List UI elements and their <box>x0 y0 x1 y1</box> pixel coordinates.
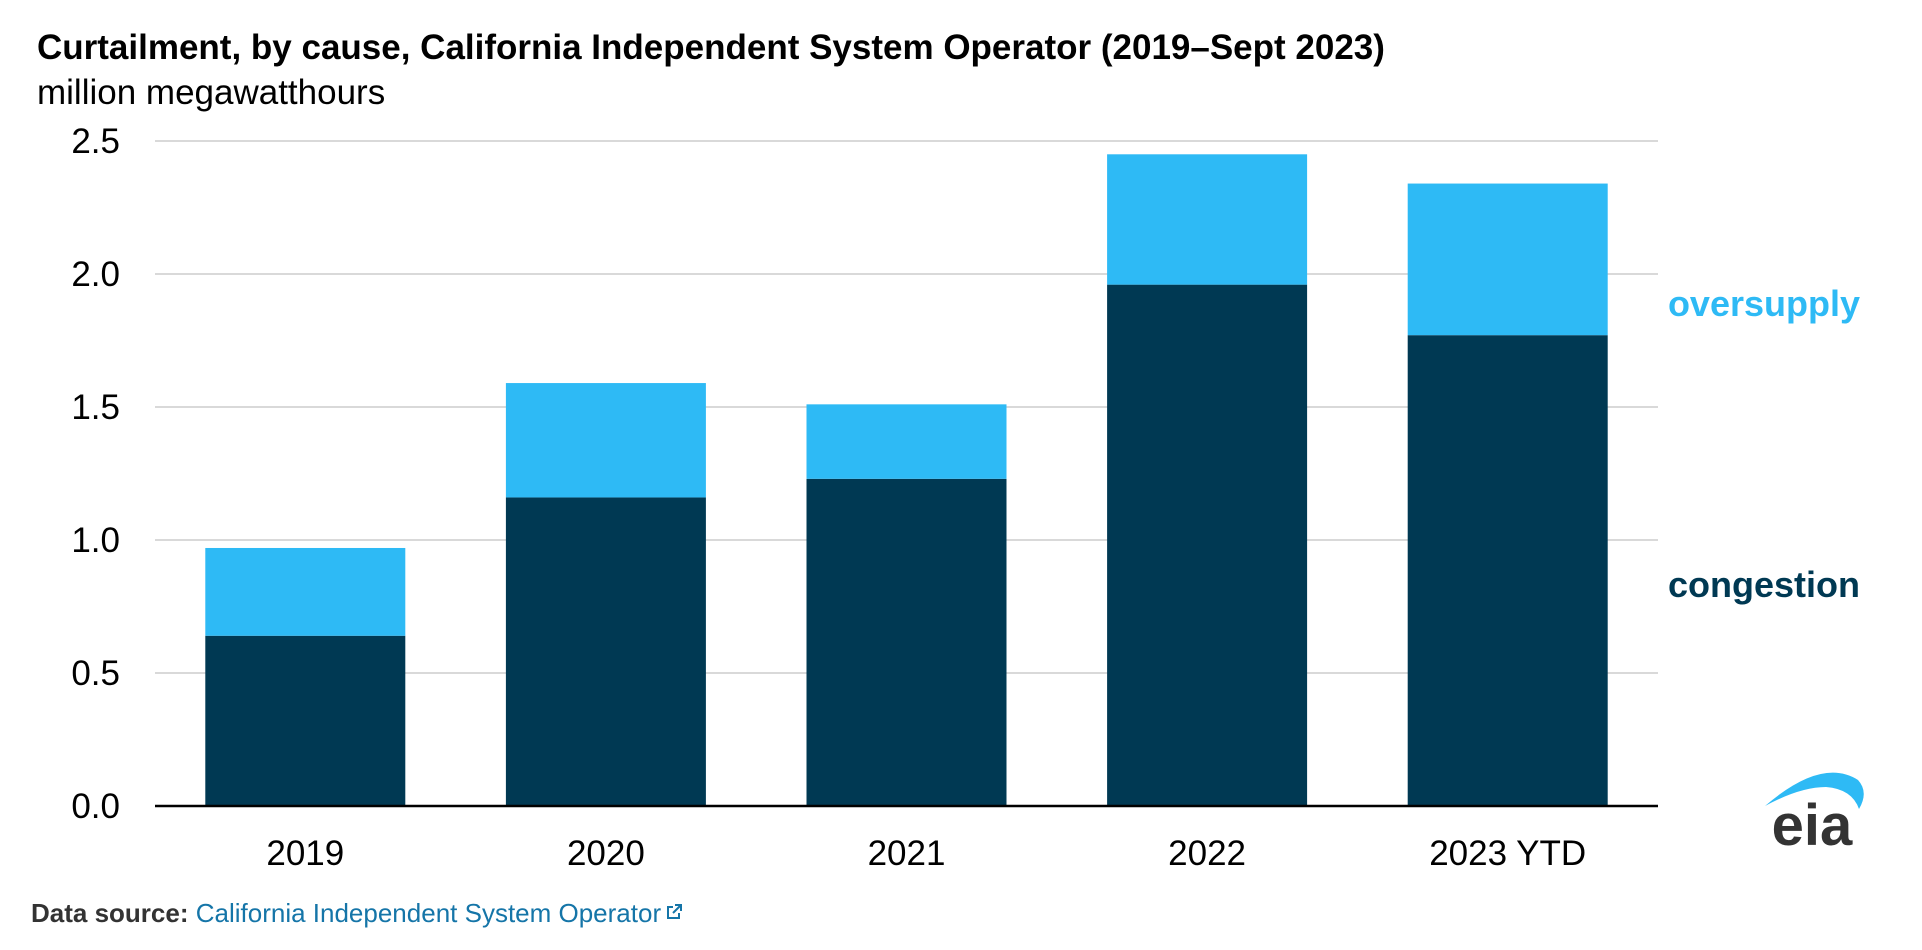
y-tick-label: 0.0 <box>71 787 120 826</box>
x-tick-label: 2019 <box>266 834 344 873</box>
x-tick-label: 2020 <box>567 834 645 873</box>
bar-oversupply <box>1107 154 1308 285</box>
y-tick-label: 1.5 <box>71 388 120 427</box>
legend: congestion oversupply <box>1668 283 1860 605</box>
bar-oversupply <box>205 547 406 636</box>
bar-oversupply <box>1407 183 1608 336</box>
chart-subtitle: million megawatthours <box>37 73 386 112</box>
eia-logo-swoosh <box>1765 772 1864 809</box>
x-tick-label: 2021 <box>868 834 946 873</box>
y-tick-label: 1.0 <box>71 521 120 560</box>
y-tick-label: 2.5 <box>71 122 120 161</box>
x-tick-label: 2022 <box>1168 834 1246 873</box>
data-source-link[interactable]: California Independent System Operator <box>195 898 662 928</box>
eia-logo: eia <box>1765 772 1864 858</box>
y-axis-tick-labels: 0.0 0.5 1.0 1.5 2.0 2.5 <box>71 122 120 826</box>
legend-label-oversupply: oversupply <box>1668 283 1860 324</box>
data-source: Data source: California Independent Syst… <box>31 898 683 929</box>
bar-oversupply <box>505 383 706 498</box>
y-tick-label: 0.5 <box>71 654 120 693</box>
bar-congestion <box>1107 284 1308 806</box>
y-tick-label: 2.0 <box>71 255 120 294</box>
chart-title: Curtailment, by cause, California Indepe… <box>37 28 1385 67</box>
bar-congestion <box>1407 335 1608 806</box>
stacked-bar-chart: 0.0 0.5 1.0 1.5 2.0 2.5 2019 2020 2021 2022 2023 … <box>71 122 1864 873</box>
x-axis-tick-labels: 2019 2020 2021 2022 2023 YTD <box>266 834 1586 873</box>
bar-congestion <box>205 635 406 806</box>
data-source-label: Data source: <box>31 898 189 928</box>
bar-oversupply <box>806 404 1007 479</box>
eia-logo-text: eia <box>1772 793 1853 858</box>
legend-label-congestion: congestion <box>1668 564 1860 605</box>
bar-group <box>205 154 1608 806</box>
bar-congestion <box>806 478 1007 806</box>
external-link-icon[interactable] <box>665 903 683 921</box>
x-tick-label: 2023 YTD <box>1429 834 1586 873</box>
bar-congestion <box>505 497 706 806</box>
